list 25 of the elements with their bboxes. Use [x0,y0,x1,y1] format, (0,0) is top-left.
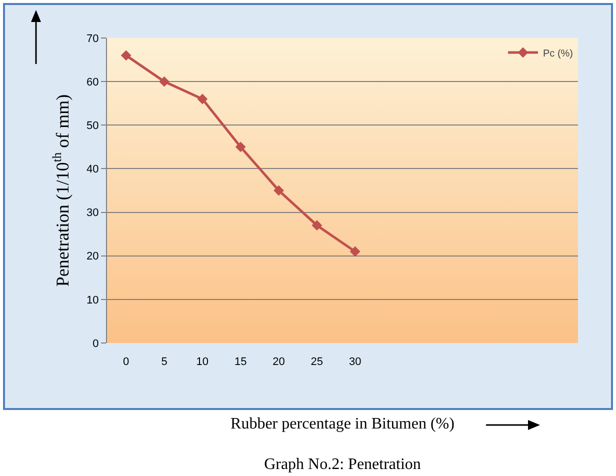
x-tick-label: 0 [123,356,130,368]
legend-label: Pc (%) [543,48,573,60]
x-tick-label: 30 [348,356,362,368]
point [350,246,360,257]
text: Graph No.2: Penetration [264,456,421,473]
x-tick-label: 25 [310,356,324,368]
x-tick-label: 15 [234,356,247,368]
y-tick-label: 40 [86,164,99,176]
point [312,220,322,231]
y-tick-label: 60 [86,76,99,88]
x-tick-label: 10 [196,356,209,368]
point [274,185,284,196]
point [159,76,170,87]
y-tick-label: 10 [86,294,99,306]
x-tick-label: 5 [161,356,168,368]
y-tick-label: 0 [92,338,99,350]
x-axis-title: Rubber percentage in Bitumen (%) [230,416,454,433]
point [235,142,246,152]
point [120,50,132,61]
y-tick-label: 50 [86,120,99,132]
y-tick-label: 70 [86,32,99,45]
x-tick-label: 20 [272,356,285,368]
point [197,94,208,104]
y-tick-label: 20 [86,250,99,263]
y-tick-label: 30 [86,207,99,220]
